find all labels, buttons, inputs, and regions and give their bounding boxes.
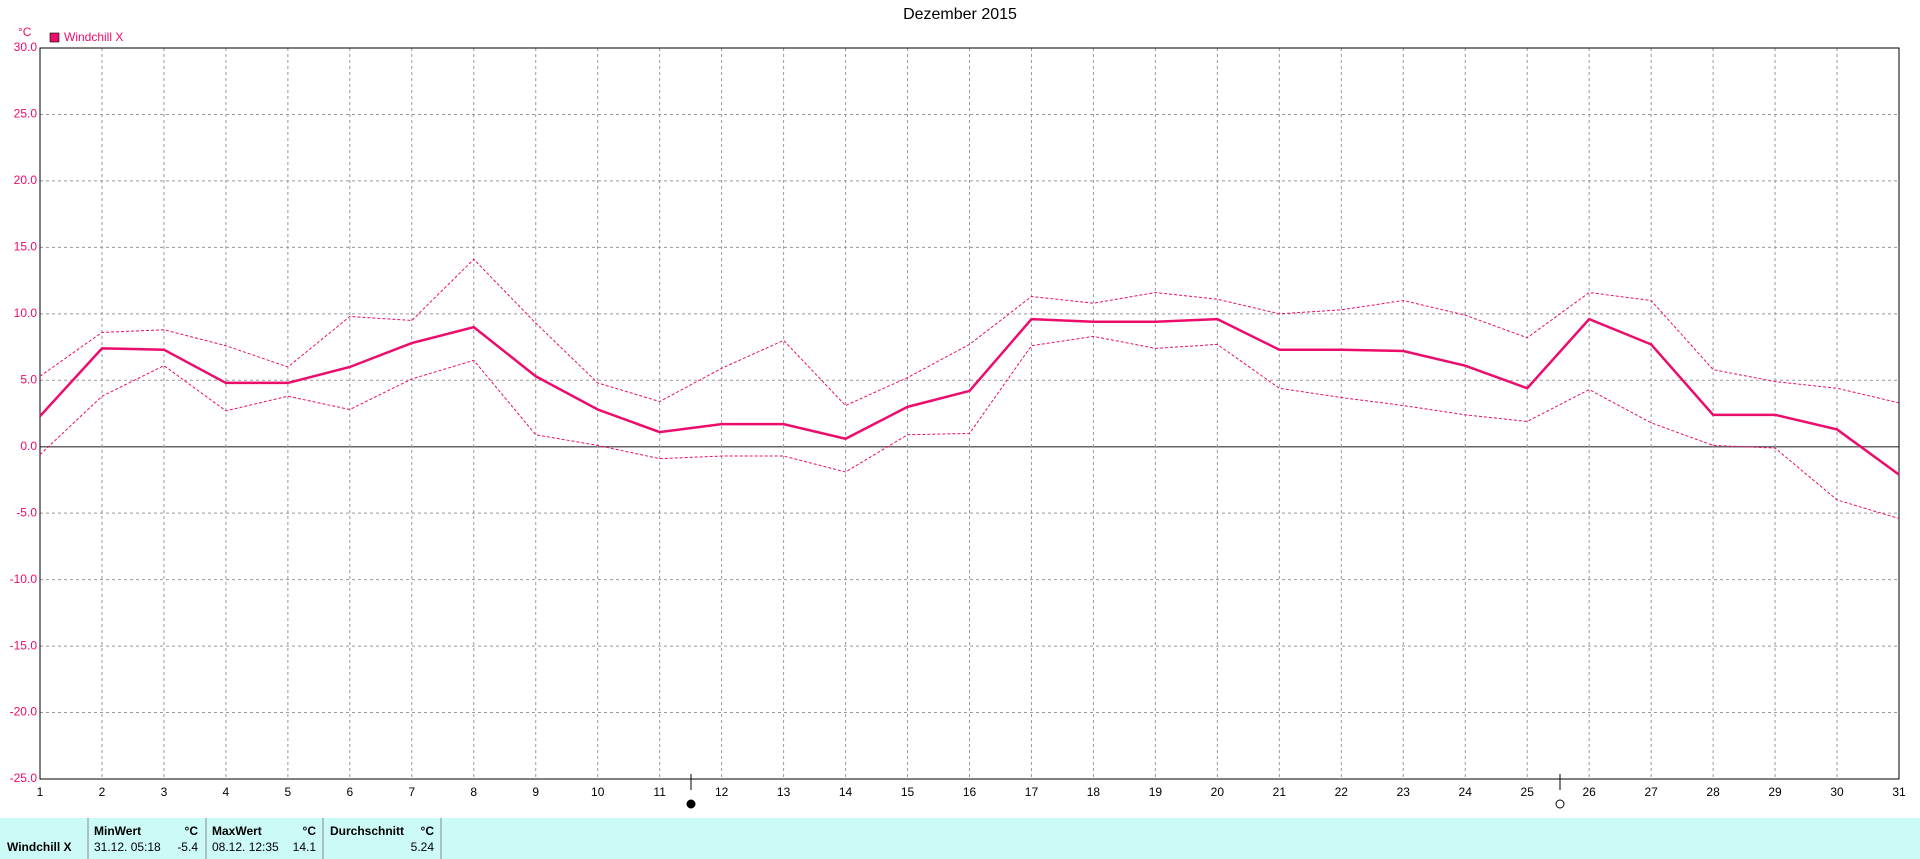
plot-frame — [39, 47, 1900, 780]
x-tick-label: 4 — [223, 785, 230, 799]
stats-unit: °C — [303, 824, 317, 838]
moon-icon — [686, 799, 696, 809]
y-tick-label: 20.0 — [14, 173, 38, 187]
x-tick-label: 13 — [777, 785, 791, 799]
series-line — [39, 317, 1900, 476]
stats-unit: °C — [185, 824, 199, 838]
stats-unit: °C — [421, 824, 435, 838]
x-tick-label: 25 — [1521, 785, 1535, 799]
stats-value: 14.1 — [293, 840, 317, 854]
x-tick-label: 11 — [653, 785, 666, 799]
x-tick-label: 2 — [99, 785, 106, 799]
legend-label: Windchill X — [64, 30, 123, 44]
x-tick-label: 19 — [1149, 785, 1163, 799]
legend-swatch — [49, 32, 60, 43]
stats-label: Windchill X — [7, 840, 72, 854]
x-tick-label: 1 — [37, 785, 44, 799]
y-tick-label: -15.0 — [10, 638, 38, 652]
y-tick-label: -5.0 — [16, 505, 37, 519]
y-tick-label: 30.0 — [14, 40, 38, 54]
x-tick-label: 29 — [1768, 785, 1782, 799]
y-tick-label: -25.0 — [10, 771, 38, 785]
stats-header: MaxWert — [212, 824, 262, 838]
x-tick-label: 26 — [1582, 785, 1596, 799]
stats-value: -5.4 — [177, 840, 198, 854]
x-tick-label: 20 — [1211, 785, 1225, 799]
stats-table: Windchill X MinWert °C 31.12. 05:18 -5.4… — [7, 818, 442, 859]
stats-value: 5.24 — [411, 840, 435, 854]
x-tick-label: 21 — [1273, 785, 1287, 799]
stats-header: Durchschnitt — [330, 824, 404, 838]
x-tick-label: 14 — [839, 785, 853, 799]
y-tick-label: 10.0 — [14, 306, 38, 320]
series-line — [39, 258, 1900, 407]
x-tick-label: 17 — [1025, 785, 1039, 799]
x-tick-label: 24 — [1459, 785, 1473, 799]
y-unit: °C — [18, 25, 32, 39]
chart-title: Dezember 2015 — [903, 6, 1017, 23]
x-tick-label: 22 — [1335, 785, 1349, 799]
y-tick-label: -10.0 — [10, 572, 38, 586]
x-tick-label: 7 — [408, 785, 415, 799]
y-tick-label: 5.0 — [20, 372, 37, 386]
x-tick-label: 18 — [1087, 785, 1101, 799]
x-tick-label: 16 — [963, 785, 977, 799]
y-tick-label: 0.0 — [20, 439, 37, 453]
x-tick-label: 30 — [1830, 785, 1844, 799]
x-tick-label: 28 — [1706, 785, 1720, 799]
x-tick-label: 23 — [1397, 785, 1411, 799]
x-tick-label: 27 — [1644, 785, 1658, 799]
x-tick-label: 3 — [161, 785, 168, 799]
stats-time: 08.12. 12:35 — [212, 840, 279, 854]
x-tick-label: 31 — [1892, 785, 1906, 799]
x-tick-label: 5 — [285, 785, 292, 799]
x-tick-label: 6 — [346, 785, 353, 799]
series-line — [39, 335, 1900, 519]
y-tick-label: 15.0 — [14, 240, 38, 254]
x-tick-label: 8 — [470, 785, 477, 799]
x-tick-label: 9 — [532, 785, 539, 799]
y-tick-label: 25.0 — [14, 107, 38, 121]
x-tick-label: 15 — [901, 785, 915, 799]
x-tick-label: 10 — [591, 785, 605, 799]
stats-bar — [0, 818, 1920, 859]
stats-time: 31.12. 05:18 — [94, 840, 161, 854]
x-tick-label: 12 — [715, 785, 729, 799]
y-tick-label: -20.0 — [10, 705, 38, 719]
stats-header: MinWert — [94, 824, 141, 838]
moon-icon — [1555, 799, 1565, 809]
